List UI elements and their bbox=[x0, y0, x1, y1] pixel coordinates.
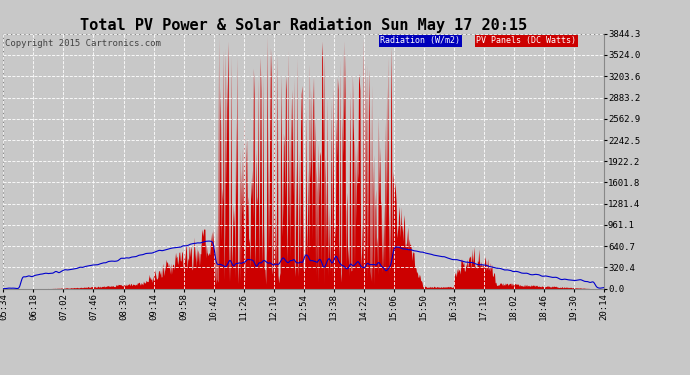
Text: PV Panels (DC Watts): PV Panels (DC Watts) bbox=[477, 36, 576, 45]
Text: Copyright 2015 Cartronics.com: Copyright 2015 Cartronics.com bbox=[5, 39, 161, 48]
Text: Radiation (W/m2): Radiation (W/m2) bbox=[380, 36, 460, 45]
Title: Total PV Power & Solar Radiation Sun May 17 20:15: Total PV Power & Solar Radiation Sun May… bbox=[80, 16, 527, 33]
